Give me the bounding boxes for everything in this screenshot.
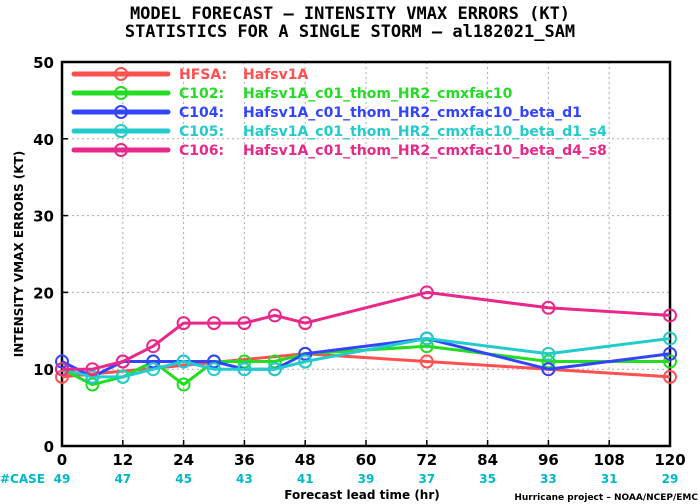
case-count: 41 — [297, 472, 314, 486]
case-count: 37 — [418, 472, 435, 486]
data-point — [541, 354, 556, 369]
series-c105 — [55, 331, 677, 384]
case-count: 47 — [114, 472, 131, 486]
data-point — [85, 369, 100, 384]
y-tick-label: 0 — [44, 438, 54, 456]
legend-label: Hafsv1A_c01_thom_HR2_cmxfac10_beta_d1 — [243, 105, 582, 121]
case-count: 45 — [175, 472, 192, 486]
data-point — [663, 331, 677, 346]
y-tick-label: 20 — [33, 284, 54, 302]
axis-ticks: 0 12 24 36 48 60 72 84 96 108 120 0 10 20 30 40 50 — [33, 54, 686, 469]
data-point — [146, 362, 161, 377]
case-label: #CASE — [0, 472, 45, 486]
data-point — [663, 308, 677, 323]
x-tick-label: 24 — [173, 451, 194, 469]
data-point — [176, 354, 191, 369]
data-point — [298, 346, 313, 361]
legend-entry-c102: C102: Hafsv1A_c01_thom_HR2_cmxfac10 — [71, 86, 513, 102]
y-tick-label: 10 — [33, 361, 54, 379]
data-point — [207, 362, 221, 377]
x-tick-label: 60 — [356, 451, 377, 469]
legend-key: C105: — [179, 124, 224, 140]
legend-key: C104: — [179, 105, 224, 121]
data-point — [237, 354, 252, 369]
y-axis-label: INTENSITY VMAX ERRORS (KT) — [12, 151, 26, 357]
data-point — [146, 339, 161, 354]
x-tick-label: 108 — [594, 451, 625, 469]
data-point — [298, 316, 313, 331]
chart-title-line-1: MODEL FORECAST – INTENSITY VMAX ERRORS (… — [130, 4, 570, 24]
legend-marker — [114, 67, 128, 81]
data-point — [55, 354, 69, 369]
data-point — [85, 377, 100, 392]
case-counts: 49 47 45 43 41 39 37 35 33 31 29 — [54, 472, 679, 486]
x-tick-label: 12 — [112, 451, 133, 469]
legend-entry-c104: C104: Hafsv1A_c01_thom_HR2_cmxfac10_beta_… — [71, 105, 582, 121]
data-point — [237, 316, 252, 331]
data-point — [207, 316, 221, 331]
case-count: 35 — [479, 472, 496, 486]
legend-label: Hafsv1A — [243, 67, 308, 83]
data-point — [267, 362, 282, 377]
legend-marker — [114, 86, 128, 100]
data-point — [55, 362, 69, 377]
chart-title-line-2: STATISTICS FOR A SINGLE STORM – al182021… — [125, 22, 575, 42]
case-count: 49 — [54, 472, 71, 486]
x-axis-label: Forecast lead time (hr) — [284, 488, 440, 502]
legend-key: C106: — [179, 143, 224, 159]
data-point — [267, 308, 282, 323]
legend-entry-hfsa: HFSA: Hafsv1A — [71, 67, 308, 83]
x-tick-label: 48 — [295, 451, 316, 469]
legend-marker — [114, 143, 128, 157]
x-tick-label: 96 — [538, 451, 559, 469]
x-tick-label: 0 — [57, 451, 67, 469]
y-tick-label: 50 — [33, 54, 54, 72]
data-point — [541, 362, 556, 377]
legend-marker — [114, 124, 128, 138]
data-point — [115, 354, 130, 369]
case-count: 29 — [662, 472, 679, 486]
legend-key: C102: — [179, 86, 224, 102]
data-point — [419, 339, 434, 354]
case-count: 39 — [358, 472, 375, 486]
data-point — [85, 362, 100, 377]
legend: HFSA: Hafsv1A C102: Hafsv1A_c01_thom_HR2_cm… — [71, 67, 607, 159]
data-point — [663, 369, 677, 384]
legend-entry-c106: C106: Hafsv1A_c01_thom_HR2_cmxfac10_beta_… — [71, 143, 607, 159]
data-point — [146, 354, 161, 369]
y-tick-label: 40 — [33, 131, 54, 149]
data-point — [663, 346, 677, 361]
case-count: 31 — [601, 472, 618, 486]
case-count: 33 — [540, 472, 557, 486]
data-point — [237, 362, 252, 377]
legend-label: Hafsv1A_c01_thom_HR2_cmxfac10_beta_d1_s4 — [243, 124, 607, 140]
data-point — [176, 316, 191, 331]
x-tick-label: 72 — [416, 451, 437, 469]
data-point — [663, 354, 677, 369]
y-tick-label: 30 — [33, 208, 54, 226]
data-point — [541, 346, 556, 361]
x-tick-label: 120 — [654, 451, 685, 469]
series-lines — [55, 285, 677, 392]
x-tick-label: 36 — [234, 451, 255, 469]
case-count: 43 — [236, 472, 253, 486]
legend-entry-c105: C105: Hafsv1A_c01_thom_HR2_cmxfac10_beta_… — [71, 124, 607, 140]
data-point — [419, 354, 434, 369]
credit-text: Hurricane project – NOAA/NCEP/EMC — [514, 493, 698, 503]
data-point — [207, 354, 221, 369]
data-point — [115, 369, 130, 384]
legend-label: Hafsv1A_c01_thom_HR2_cmxfac10 — [243, 86, 513, 102]
data-point — [419, 331, 434, 346]
data-point — [419, 285, 434, 300]
data-point — [541, 300, 556, 315]
legend-marker — [114, 105, 128, 119]
legend-label: Hafsv1A_c01_thom_HR2_cmxfac10_beta_d4_s8 — [243, 143, 607, 159]
data-point — [298, 354, 313, 369]
x-tick-label: 84 — [477, 451, 498, 469]
data-point — [176, 377, 191, 392]
series-c106 — [55, 285, 677, 377]
legend-key: HFSA: — [179, 67, 227, 83]
